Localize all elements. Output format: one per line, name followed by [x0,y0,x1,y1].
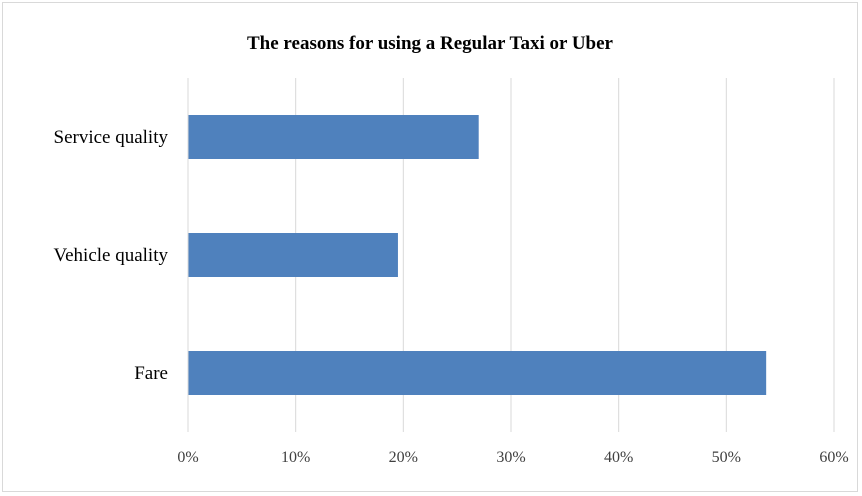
chart-title: The reasons for using a Regular Taxi or … [247,33,613,54]
x-tick-label: 0% [177,449,198,466]
x-tick-label: 60% [819,449,848,466]
labels: 0% 10% 20% 30% 40% 50% 60% Service quality Vehic… [54,127,849,466]
bar [188,233,398,277]
category-label: Service quality [54,127,169,148]
x-tick-label: 50% [712,449,741,466]
x-tick-label: 20% [389,449,418,466]
bars [188,115,767,395]
category-label: Vehicle quality [54,245,169,266]
category-label: Fare [134,363,168,384]
bar [188,115,479,159]
x-tick-label: 40% [604,449,633,466]
bar [188,351,767,395]
x-tick-label: 30% [496,449,525,466]
x-tick-label: 10% [281,449,310,466]
